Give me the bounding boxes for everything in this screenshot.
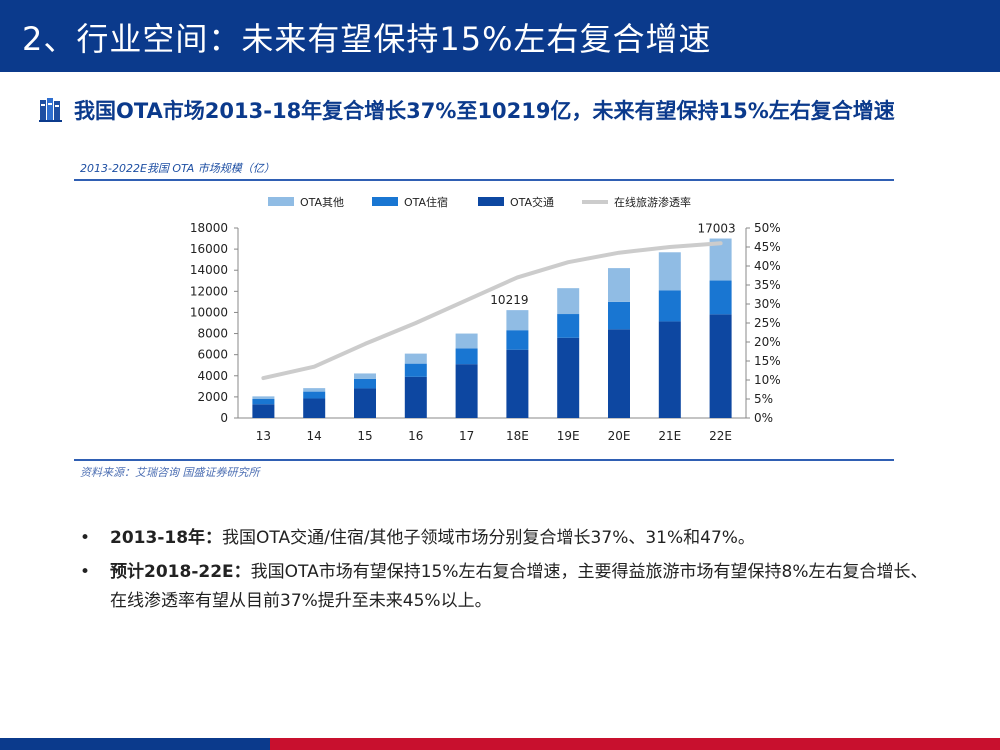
bar-segment bbox=[404, 363, 427, 377]
subtitle-row: 我国OTA市场2013-18年复合增长37%至10219亿，未来有望保持15%左… bbox=[38, 92, 895, 128]
bar-segment bbox=[252, 404, 275, 418]
bullet-dot-icon: • bbox=[80, 562, 91, 582]
bullet-2-text: 我国OTA市场有望保持15%左右复合增速，主要得益旅游市场有望保持8%左右复合增… bbox=[110, 562, 928, 611]
y2-tick-label: 30% bbox=[754, 297, 781, 311]
bar-segment bbox=[709, 314, 732, 418]
bar-segment bbox=[557, 337, 580, 418]
x-tick-label: 22E bbox=[709, 429, 732, 443]
data-label: 17003 bbox=[698, 222, 736, 236]
chart-source: 资料来源：艾瑞咨询 国盛证券研究所 bbox=[80, 466, 260, 479]
bar-segment bbox=[608, 301, 630, 330]
bar-segment bbox=[658, 290, 681, 322]
bar-segment bbox=[354, 373, 376, 379]
legend-swatch bbox=[268, 197, 294, 206]
y-tick-label: 18000 bbox=[190, 221, 228, 235]
footer-bar-red bbox=[270, 738, 1000, 750]
bar-segment bbox=[303, 388, 326, 392]
x-tick-label: 15 bbox=[357, 429, 372, 443]
legend-label: OTA交通 bbox=[510, 195, 554, 209]
bullet-list: • 2013-18年：我国OTA交通/住宿/其他子领域市场分别复合增长37%、3… bbox=[76, 524, 936, 621]
bullet-item-1: • 2013-18年：我国OTA交通/住宿/其他子领域市场分别复合增长37%、3… bbox=[76, 524, 936, 553]
bar-segment bbox=[709, 238, 732, 281]
bar-segment bbox=[354, 378, 376, 389]
bar-segment bbox=[455, 333, 478, 349]
y-tick-label: 4000 bbox=[197, 369, 228, 383]
bullet-1-lead: 2013-18年： bbox=[110, 528, 223, 548]
bar-segment bbox=[557, 314, 580, 338]
y2-tick-label: 0% bbox=[754, 411, 773, 425]
y-tick-label: 16000 bbox=[190, 242, 228, 256]
y2-tick-label: 25% bbox=[754, 316, 781, 330]
bar-segment bbox=[506, 349, 529, 418]
bar-segment bbox=[608, 268, 630, 302]
x-tick-label: 13 bbox=[256, 429, 271, 443]
books-icon bbox=[39, 98, 62, 122]
header-bar bbox=[0, 0, 1000, 72]
chart-bottom-rule bbox=[74, 459, 894, 461]
y-tick-label: 0 bbox=[220, 411, 228, 425]
bar-segment bbox=[404, 376, 427, 418]
bar-segment bbox=[455, 348, 478, 365]
legend-label: OTA其他 bbox=[300, 196, 344, 209]
y2-tick-label: 20% bbox=[754, 335, 781, 349]
x-tick-label: 19E bbox=[557, 429, 580, 443]
y-tick-label: 8000 bbox=[197, 327, 228, 341]
bullet-1-text: 我国OTA交通/住宿/其他子领域市场分别复合增长37%、31%和47%。 bbox=[222, 528, 755, 548]
x-tick-label: 21E bbox=[658, 429, 681, 443]
bar-segment bbox=[709, 280, 732, 315]
bar-segment bbox=[252, 399, 275, 405]
subtitle: 我国OTA市场2013-18年复合增长37%至10219亿，未来有望保持15%左… bbox=[74, 99, 895, 123]
bar-segment bbox=[557, 288, 580, 315]
y2-tick-label: 45% bbox=[754, 240, 781, 254]
bar-segment bbox=[455, 364, 478, 418]
y2-tick-label: 15% bbox=[754, 354, 781, 368]
bar-segment bbox=[658, 252, 681, 291]
x-tick-label: 16 bbox=[408, 429, 423, 443]
x-tick-label: 17 bbox=[459, 429, 474, 443]
chart-caption: 2013-2022E我国 OTA 市场规模（亿） bbox=[80, 162, 275, 175]
y-tick-label: 6000 bbox=[197, 348, 228, 362]
penetration-line bbox=[261, 241, 723, 381]
bar-segment bbox=[506, 310, 529, 331]
data-label: 10219 bbox=[490, 293, 528, 307]
bar-segment bbox=[608, 329, 630, 418]
y2-tick-label: 50% bbox=[754, 221, 781, 235]
x-tick-label: 20E bbox=[608, 429, 631, 443]
bar-segment bbox=[303, 391, 326, 399]
legend-swatch bbox=[478, 197, 504, 206]
legend-label: OTA住宿 bbox=[404, 195, 448, 209]
legend-swatch bbox=[372, 197, 398, 206]
footer-bar-blue bbox=[0, 738, 270, 750]
legend-label: 在线旅游渗透率 bbox=[614, 195, 691, 209]
y2-tick-label: 40% bbox=[754, 259, 781, 273]
bullet-2-lead: 预计2018-22E： bbox=[110, 562, 251, 582]
bar-segment bbox=[303, 398, 326, 418]
page-title: 2、行业空间：未来有望保持15%左右复合增速 bbox=[22, 20, 712, 58]
chart-top-rule bbox=[74, 179, 894, 181]
y2-tick-label: 5% bbox=[754, 392, 773, 406]
bar-segment bbox=[252, 396, 275, 399]
y-tick-label: 10000 bbox=[190, 305, 228, 319]
x-tick-label: 14 bbox=[307, 429, 322, 443]
y-tick-label: 14000 bbox=[190, 263, 228, 277]
bullet-dot-icon: • bbox=[80, 528, 91, 548]
y2-tick-label: 10% bbox=[754, 373, 781, 387]
y-tick-label: 12000 bbox=[190, 284, 228, 298]
y2-tick-label: 35% bbox=[754, 278, 781, 292]
bar-segment bbox=[354, 388, 376, 418]
bar-segment bbox=[658, 321, 681, 418]
bar-segment bbox=[506, 330, 529, 350]
x-tick-label: 18E bbox=[506, 429, 529, 443]
ota-market-chart: 0 2000 4000 6000 8000 10000 12000 14000 16000 180… bbox=[190, 195, 781, 443]
y-tick-label: 2000 bbox=[197, 390, 228, 404]
bullet-item-2: • 预计2018-22E：我国OTA市场有望保持15%左右复合增速，主要得益旅游… bbox=[76, 558, 936, 616]
bar-segment bbox=[404, 353, 427, 364]
